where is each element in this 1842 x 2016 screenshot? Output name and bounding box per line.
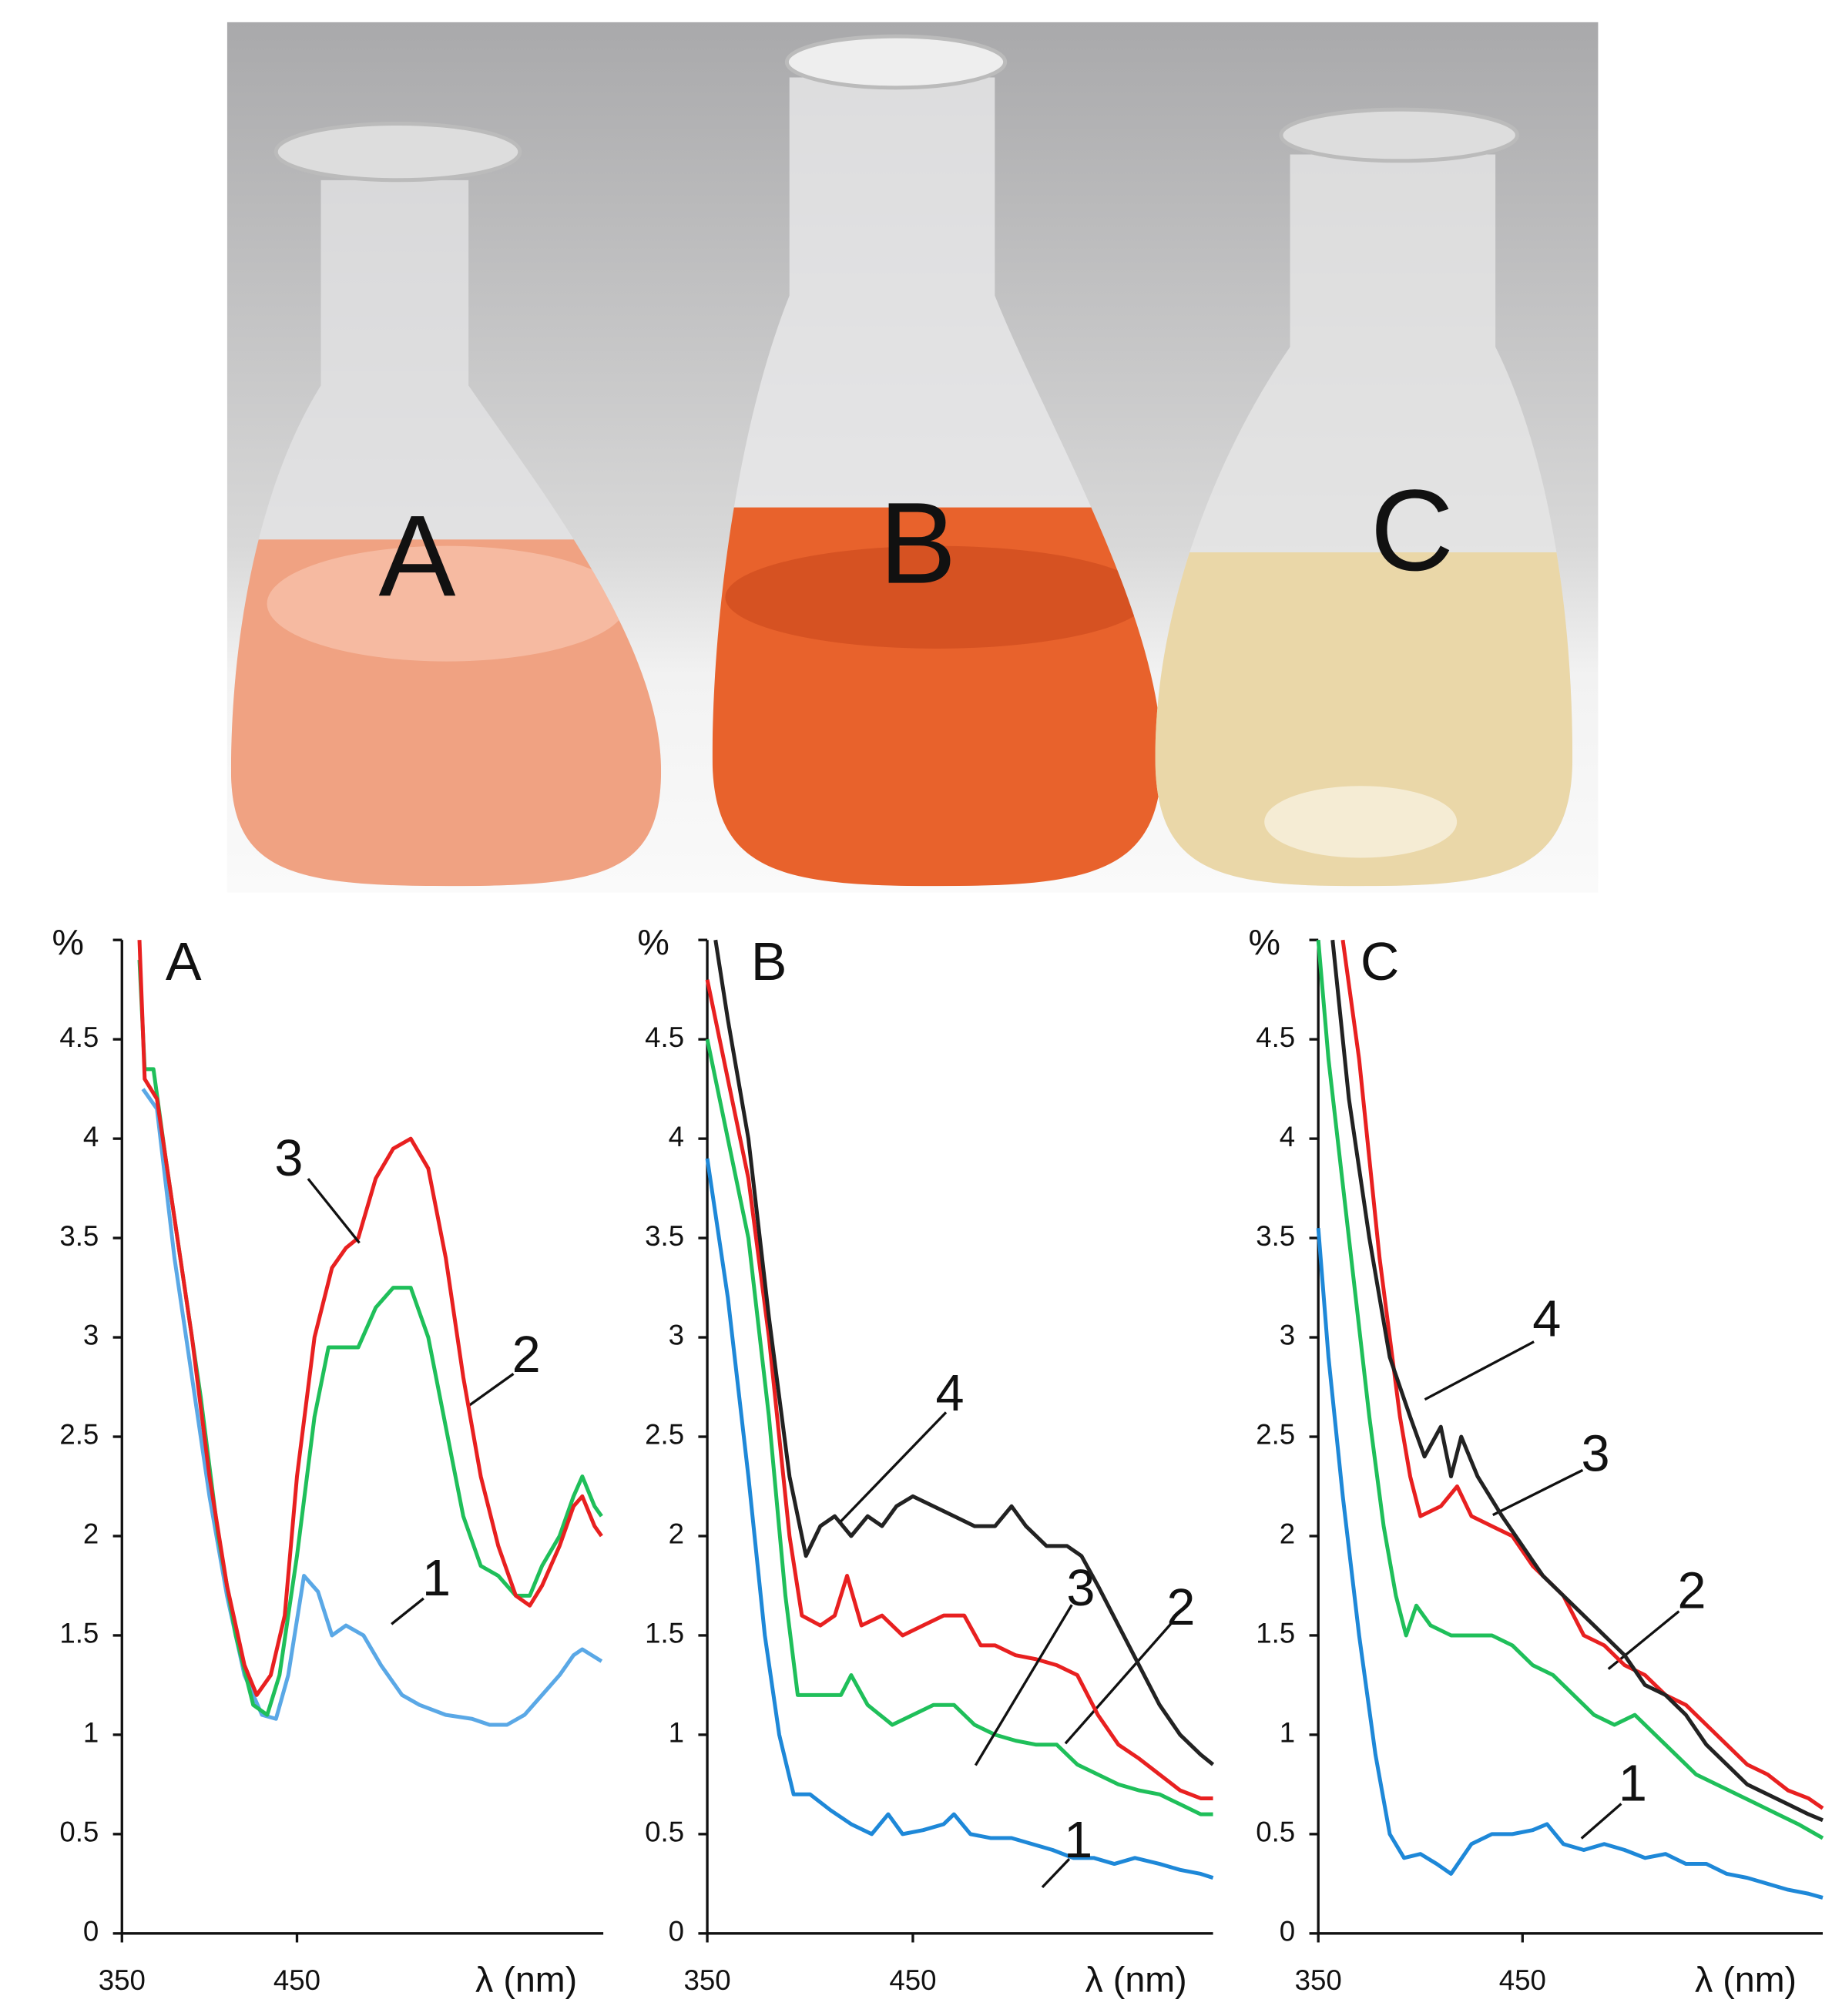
- panel-title: B: [751, 931, 787, 991]
- y-tick-label: 1.5: [59, 1618, 99, 1649]
- series-label: 2: [1166, 1579, 1195, 1636]
- data-line: [137, 940, 603, 1697]
- panel-title: C: [1361, 931, 1400, 991]
- y-tick-label: 1: [1280, 1717, 1295, 1749]
- data-line: [705, 979, 1213, 1800]
- y-tick-label: 0: [83, 1916, 99, 1947]
- leader-line: [391, 1597, 424, 1625]
- data-line: [1330, 939, 1824, 1823]
- y-tick-label: 0.5: [645, 1816, 684, 1848]
- y-tick-label: 2: [1280, 1518, 1295, 1550]
- leader-line: [1424, 1340, 1535, 1401]
- series-label: 3: [274, 1130, 303, 1187]
- y-tick-label: 1: [83, 1717, 99, 1749]
- data-line: [1316, 1227, 1824, 1900]
- y-tick-label: 0.5: [1256, 1816, 1295, 1848]
- series-label: 1: [422, 1550, 451, 1607]
- leader-line: [1580, 1803, 1622, 1840]
- leader-line: [1064, 1623, 1172, 1745]
- y-tick-label: 2: [669, 1518, 684, 1550]
- stopper: [1279, 107, 1519, 163]
- y-tick-label: 4.5: [645, 1021, 684, 1053]
- leader-line: [840, 1411, 948, 1523]
- series-label: 1: [1064, 1812, 1092, 1869]
- y-tick-label: 3.5: [645, 1220, 684, 1252]
- data-line: [1340, 939, 1824, 1810]
- leader-line: [1492, 1468, 1584, 1517]
- stopper: [273, 121, 522, 183]
- x-axis-label: λ (nm): [475, 1959, 577, 1999]
- x-axis-label: λ (nm): [1085, 1959, 1187, 1999]
- y-tick-label: 1.5: [645, 1618, 684, 1649]
- x-axis-label: λ (nm): [1695, 1959, 1797, 1999]
- y-tick-label: 2.5: [59, 1419, 99, 1451]
- y-tick-label: 0.5: [59, 1816, 99, 1848]
- data-line: [705, 1158, 1214, 1880]
- y-axis-label: %: [1248, 922, 1280, 962]
- y-tick-label: 4: [83, 1121, 99, 1152]
- leader-line: [307, 1178, 361, 1244]
- series-label: 4: [935, 1365, 964, 1422]
- y-tick-label: 2.5: [1256, 1419, 1295, 1451]
- photo: A B C: [226, 22, 1599, 893]
- flask-label: A: [379, 491, 456, 620]
- y-tick-label: 3.5: [1256, 1220, 1295, 1252]
- leader-line: [1041, 1858, 1071, 1888]
- series-label: 2: [512, 1327, 541, 1384]
- y-tick-label: 4.5: [1256, 1021, 1295, 1053]
- y-tick-label: 3: [669, 1320, 684, 1351]
- data-line: [705, 1038, 1213, 1816]
- panel-title: A: [166, 931, 202, 991]
- y-tick-label: 3: [1280, 1320, 1295, 1351]
- flask-label: B: [879, 478, 956, 608]
- y-axis-label: %: [637, 922, 669, 962]
- y-tick-label: 0: [669, 1916, 684, 1947]
- y-tick-label: 3: [83, 1320, 99, 1351]
- x-tick-label: 450: [889, 1964, 936, 1996]
- series-label: 4: [1532, 1290, 1561, 1347]
- data-line: [1316, 939, 1824, 1840]
- stopper: [784, 34, 1008, 90]
- x-tick-label: 450: [1499, 1964, 1546, 1996]
- y-tick-label: 3.5: [59, 1220, 99, 1252]
- y-axis-label: %: [52, 922, 84, 962]
- series-label: 3: [1066, 1560, 1095, 1617]
- x-tick-label: 450: [273, 1964, 320, 1996]
- y-tick-label: 4.5: [59, 1021, 99, 1053]
- y-tick-label: 1.5: [1256, 1618, 1295, 1649]
- x-tick-label: 350: [1295, 1964, 1342, 1996]
- series-label: 1: [1619, 1755, 1647, 1812]
- y-tick-label: 2: [83, 1518, 99, 1550]
- x-tick-label: 350: [684, 1964, 731, 1996]
- leader-line: [468, 1373, 515, 1407]
- series-label: 3: [1582, 1425, 1610, 1482]
- y-tick-label: 4: [669, 1121, 684, 1152]
- y-tick-label: 4: [1280, 1121, 1295, 1152]
- x-tick-label: 350: [99, 1964, 146, 1996]
- flask-label: C: [1371, 465, 1454, 595]
- y-tick-label: 1: [669, 1717, 684, 1749]
- data-line: [713, 939, 1215, 1766]
- series-label: 2: [1678, 1563, 1706, 1620]
- y-tick-label: 0: [1280, 1916, 1295, 1947]
- y-tick-label: 2.5: [645, 1419, 684, 1451]
- leader-line: [974, 1604, 1073, 1766]
